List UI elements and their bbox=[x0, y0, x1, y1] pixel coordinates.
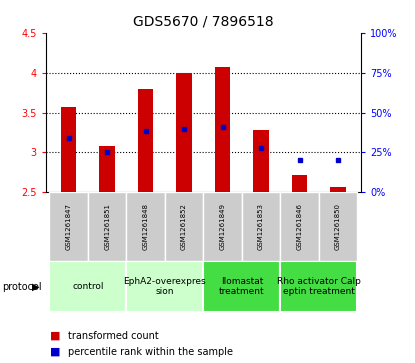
Bar bbox=[165, 192, 203, 261]
Bar bbox=[319, 192, 357, 261]
Bar bbox=[203, 261, 280, 312]
Text: control: control bbox=[72, 282, 104, 291]
Text: transformed count: transformed count bbox=[68, 331, 159, 341]
Text: EphA2-overexpres
sion: EphA2-overexpres sion bbox=[124, 277, 206, 297]
Bar bbox=[100, 146, 115, 192]
Text: Ilomastat
treatment: Ilomastat treatment bbox=[219, 277, 265, 297]
Text: GSM1261851: GSM1261851 bbox=[104, 203, 110, 250]
Bar bbox=[280, 261, 357, 312]
Text: GSM1261847: GSM1261847 bbox=[66, 203, 72, 250]
Text: GSM1261846: GSM1261846 bbox=[296, 203, 303, 250]
Bar bbox=[280, 192, 319, 261]
Bar bbox=[49, 192, 88, 261]
Bar bbox=[127, 261, 203, 312]
Text: GSM1261848: GSM1261848 bbox=[143, 203, 149, 250]
Bar bbox=[88, 192, 127, 261]
Bar bbox=[61, 107, 76, 192]
Bar bbox=[203, 192, 242, 261]
Bar bbox=[330, 187, 346, 192]
Text: GSM1261850: GSM1261850 bbox=[335, 203, 341, 250]
Text: GSM1261852: GSM1261852 bbox=[181, 203, 187, 250]
Title: GDS5670 / 7896518: GDS5670 / 7896518 bbox=[133, 15, 273, 29]
Bar bbox=[215, 67, 230, 192]
Text: GSM1261853: GSM1261853 bbox=[258, 203, 264, 250]
Bar bbox=[176, 73, 192, 192]
Text: Rho activator Calp
eptin treatment: Rho activator Calp eptin treatment bbox=[277, 277, 361, 297]
Text: ■: ■ bbox=[50, 347, 60, 357]
Bar bbox=[138, 89, 154, 192]
Text: protocol: protocol bbox=[2, 282, 42, 292]
Bar bbox=[49, 261, 127, 312]
Bar bbox=[253, 130, 269, 192]
Text: GSM1261849: GSM1261849 bbox=[220, 203, 226, 250]
Bar bbox=[292, 175, 307, 192]
Bar bbox=[127, 192, 165, 261]
Text: ■: ■ bbox=[50, 331, 60, 341]
Text: ▶: ▶ bbox=[32, 282, 39, 292]
Text: percentile rank within the sample: percentile rank within the sample bbox=[68, 347, 234, 357]
Bar bbox=[242, 192, 280, 261]
